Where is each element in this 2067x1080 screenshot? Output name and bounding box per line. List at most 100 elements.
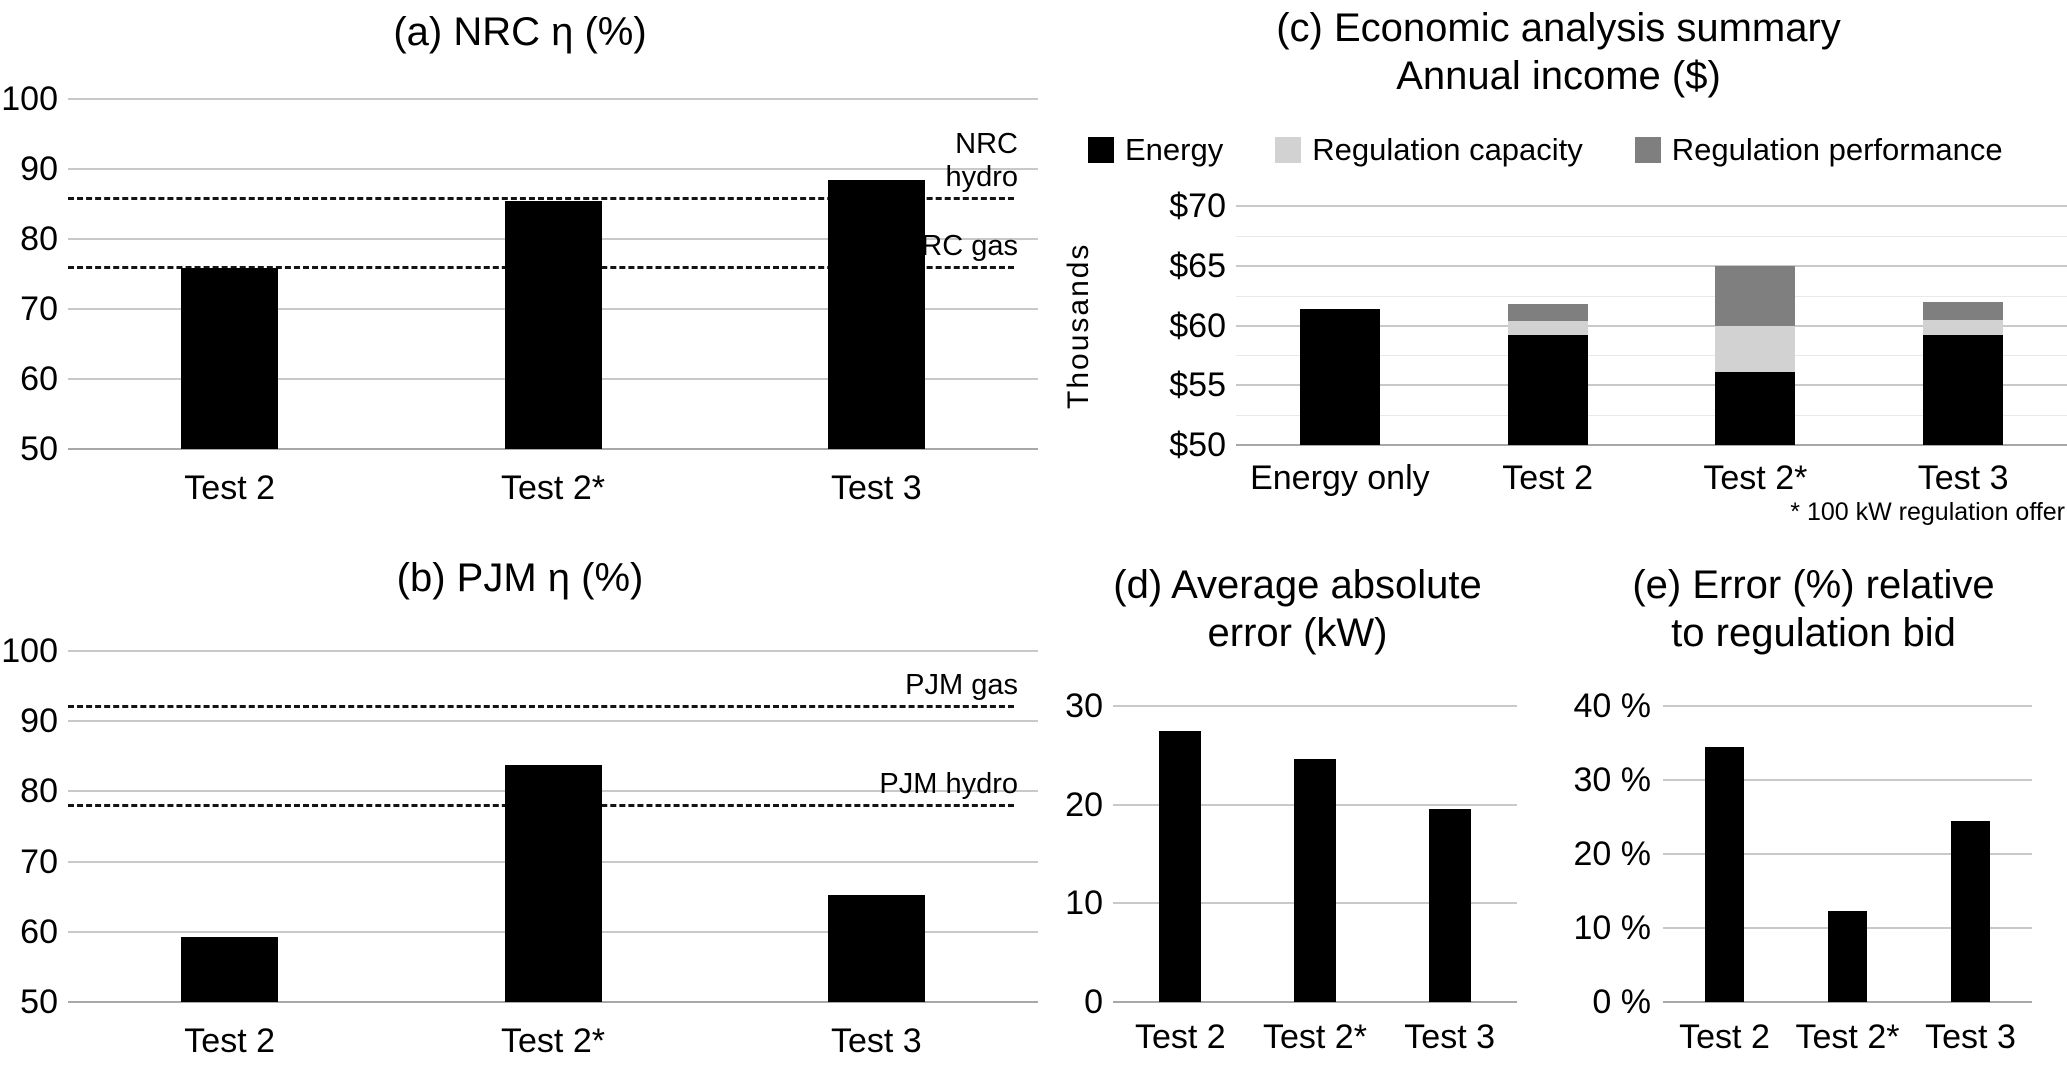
legend-item-regulation-performance: Regulation performance — [1634, 132, 2003, 168]
y-tick-label: 0 — [1084, 983, 1103, 1021]
panel-e-error-relative-to-bid: (e) Error (%) relative to regulation bid… — [1560, 555, 2067, 1080]
gridline — [68, 448, 1038, 450]
legend-item-energy: Energy — [1088, 132, 1223, 168]
plot-area — [1236, 205, 2067, 446]
ref-line-label-line: NRC gas — [900, 229, 1018, 262]
gridline — [68, 650, 1038, 652]
legend-swatch-regulation-performance — [1634, 137, 1661, 163]
chart-title: (c) Economic analysis summary Annual inc… — [1050, 4, 2067, 100]
x-tick-label: Test 3 — [1917, 459, 2009, 497]
y-tick-label: 90 — [20, 150, 58, 188]
ref-line-label-line: PJM gas — [905, 669, 1018, 702]
bar-segment — [1923, 319, 2004, 336]
legend-label: Energy — [1125, 132, 1224, 167]
legend-item-regulation-capacity: Regulation capacity — [1275, 132, 1583, 168]
y-tick-label: 40 % — [1573, 687, 1652, 725]
ref-line-label: PJM hydro — [879, 768, 1018, 801]
x-tick-label: Test 2* — [501, 1022, 605, 1060]
x-tick-label: Test 2 — [1134, 1018, 1226, 1056]
bar — [1159, 730, 1202, 1002]
chart-title-line-2: to regulation bid — [1671, 611, 1956, 655]
y-tick-label: 60 — [20, 912, 58, 951]
plot-area: NRC hydro NRC gas — [68, 98, 1038, 450]
x-tick-label: Test 3 — [1925, 1018, 2016, 1056]
y-tick-label: 100 — [1, 80, 58, 118]
bar-segment — [1715, 325, 1796, 373]
y-axis-title: Thousands — [1062, 242, 1095, 410]
y-tick-label: $70 — [1169, 187, 1226, 225]
y-tick-label: $50 — [1169, 426, 1226, 464]
gridline — [1663, 779, 2032, 781]
bar-segment — [1507, 335, 1588, 445]
gridline — [1236, 324, 2067, 327]
panel-c-economic-analysis: (c) Economic analysis summary Annual inc… — [1050, 0, 2067, 550]
chart-title: (d) Average absolute error (kW) — [1040, 561, 1555, 657]
x-tick-label: Test 3 — [830, 469, 922, 507]
bar — [1828, 910, 1867, 1002]
bar-segment — [1299, 308, 1380, 445]
gridline — [68, 720, 1038, 723]
panel-a-nrc-efficiency: (a) NRC η (%) NRC hydro NRC gas 50 60 70 80 90 1… — [0, 0, 1040, 515]
gridline — [1113, 1001, 1517, 1003]
x-tick-label: Test 2 — [1502, 459, 1593, 497]
bar — [504, 201, 602, 449]
legend: Energy Regulation capacity Regulation pe… — [1088, 132, 2055, 168]
legend-label: Regulation performance — [1671, 132, 2003, 167]
gridline — [68, 168, 1038, 170]
bar-segment — [1507, 303, 1588, 321]
y-tick-label: $65 — [1169, 246, 1226, 285]
bar-segment — [1923, 335, 2004, 445]
bar-segment — [1923, 301, 2004, 320]
gridline — [1236, 444, 2067, 446]
x-tick-label: Test 3 — [830, 1022, 922, 1060]
y-tick-label: 80 — [20, 772, 58, 811]
y-tick-label: 10 — [1065, 884, 1103, 923]
bar — [1428, 808, 1471, 1002]
y-tick-label: 80 — [20, 220, 58, 258]
y-tick-label: 100 — [1, 632, 58, 670]
bar — [181, 936, 279, 1002]
gridline — [1663, 705, 2032, 707]
legend-label: Regulation capacity — [1312, 132, 1583, 167]
ref-line — [68, 705, 1014, 709]
panel-b-pjm-efficiency: (b) PJM η (%) PJM gas PJM hydro 50 60 70 80 90… — [0, 540, 1040, 1080]
y-tick-label: 20 — [1065, 785, 1103, 824]
plot-area — [1663, 705, 2032, 1003]
y-tick-label: 70 — [20, 842, 58, 881]
chart-title-line-1: (e) Error (%) relative — [1632, 563, 1995, 607]
y-tick-label: 0 % — [1592, 983, 1651, 1021]
chart-title: (b) PJM η (%) — [396, 556, 644, 600]
chart-title-line-1: (c) Economic analysis summary — [1276, 6, 1841, 50]
x-tick-label: Test 2 — [184, 1022, 276, 1060]
minor-gridline — [1236, 355, 2067, 357]
x-tick-label: Test 2* — [1703, 459, 1808, 497]
bar — [827, 179, 925, 449]
ref-line-label-line: hydro — [945, 161, 1018, 193]
bar — [1705, 747, 1744, 1002]
bar — [1294, 759, 1336, 1002]
plot-area: PJM gas PJM hydro — [68, 650, 1038, 1003]
ref-line-label: NRC gas — [900, 230, 1018, 263]
bar-segment — [1507, 320, 1588, 336]
gridline — [1236, 205, 2067, 207]
chart-title-line-2: error (kW) — [1207, 611, 1388, 655]
ref-line-label-line: NRC — [955, 128, 1018, 160]
x-tick-label: Test 2 — [1679, 1018, 1770, 1056]
x-tick-label: Test 2 — [184, 469, 276, 507]
y-tick-label: $60 — [1169, 306, 1226, 345]
bar — [1951, 821, 1990, 1002]
bar — [504, 765, 602, 1002]
y-tick-label: 10 % — [1573, 909, 1652, 947]
bar — [827, 895, 925, 1002]
plot-area — [1113, 705, 1517, 1003]
chart-title-line-2: Annual income ($) — [1396, 54, 1721, 98]
y-tick-label: 90 — [20, 702, 58, 741]
ref-line — [68, 197, 1014, 200]
ref-line-label: NRC hydro — [945, 128, 1018, 194]
y-tick-label: 30 % — [1573, 761, 1652, 799]
gridline — [1663, 1001, 2032, 1003]
y-tick-label: 20 % — [1573, 835, 1652, 873]
y-tick-label: 30 — [1065, 687, 1103, 725]
gridline — [1113, 705, 1517, 707]
y-tick-label: $55 — [1169, 366, 1226, 405]
